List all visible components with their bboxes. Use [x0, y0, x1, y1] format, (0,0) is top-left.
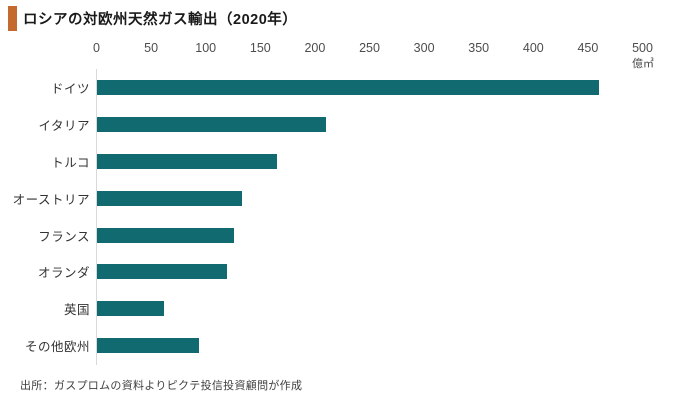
x-axis-tick-label: 150 [249, 41, 271, 55]
chart-row: オランダ [0, 253, 680, 290]
bar [97, 190, 243, 206]
bar [97, 79, 600, 95]
x-axis-ticks: 0 50 100 150 200 250 300 350 400 450 500 [0, 0, 680, 60]
category-label: フランス [38, 229, 90, 244]
chart-row: オーストリア [0, 180, 680, 217]
page-title: ロシアの対欧州天然ガス輸出（2020年） [23, 12, 298, 28]
chart-row: フランス [0, 217, 680, 254]
x-axis-tick-label: 0 [93, 41, 100, 55]
x-axis-tick-label: 250 [359, 41, 380, 55]
bar [97, 227, 234, 243]
title-accent-bar [8, 6, 17, 31]
category-label: イタリア [38, 118, 90, 133]
x-axis-tick-label: 500 [632, 41, 653, 55]
x-axis-tick-label: 50 [144, 41, 159, 55]
chart-row: その他欧州 [0, 327, 680, 364]
chart-header: ロシアの対欧州天然ガス輸出（2020年） [8, 6, 297, 31]
bar-rows: ドイツイタリアトルコオーストリアフランスオランダ英国その他欧州 [0, 69, 680, 364]
x-axis-tick-label: 450 [577, 41, 599, 55]
bar [97, 153, 278, 169]
x-axis-tick-label: 100 [195, 41, 217, 55]
category-label: その他欧州 [24, 340, 90, 355]
chart-row: イタリア [0, 106, 680, 143]
category-label: ドイツ [50, 81, 90, 96]
bar [97, 338, 199, 354]
category-label: 英国 [63, 303, 90, 318]
axis-unit-label: 億㎥ [632, 58, 654, 70]
y-axis-line [96, 69, 97, 365]
chart-row: ドイツ [0, 69, 680, 106]
source-note: 出所：ガスプロムの資料よりピクテ投信投資顧問が作成 [20, 380, 303, 392]
x-axis-tick-label: 200 [304, 41, 326, 55]
x-axis-tick-label: 350 [468, 41, 490, 55]
bar [97, 301, 164, 317]
x-axis-tick-label: 400 [522, 41, 544, 55]
chart-row: トルコ [0, 143, 680, 180]
category-label: トルコ [51, 155, 90, 170]
bar [97, 264, 227, 280]
x-axis-tick-label: 300 [413, 41, 435, 55]
category-label: オーストリア [12, 192, 90, 207]
bar [97, 116, 327, 132]
chart-row: 英国 [0, 290, 680, 327]
category-label: オランダ [37, 266, 90, 281]
